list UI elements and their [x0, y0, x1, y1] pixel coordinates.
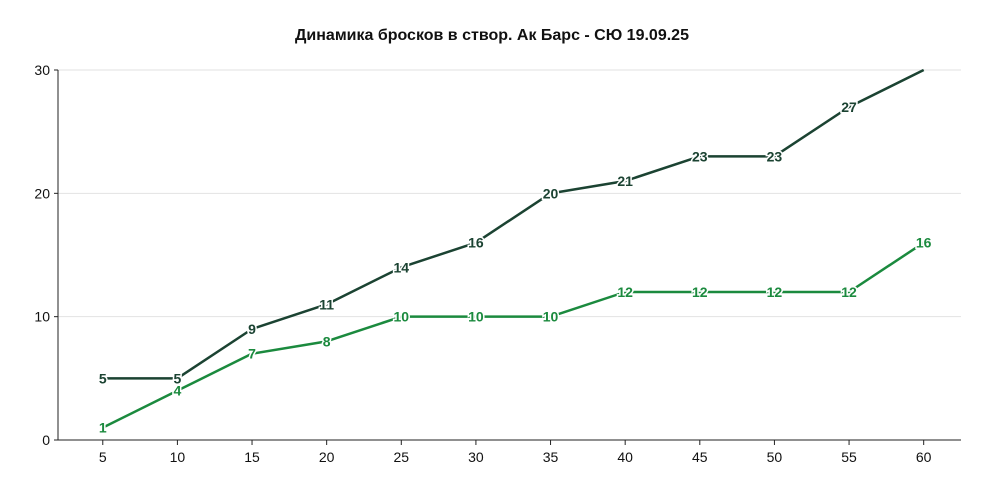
data-label: 16: [916, 235, 932, 251]
data-label: 14: [394, 259, 410, 275]
data-label: 12: [692, 284, 708, 300]
data-label: 7: [248, 346, 256, 362]
data-label: 4: [174, 383, 182, 399]
data-label: 10: [543, 309, 559, 325]
data-label: 27: [841, 99, 857, 115]
series-line-1: [102, 68, 925, 380]
data-label: 5: [174, 370, 182, 386]
xtick-label: 60: [916, 449, 932, 465]
ytick-label: 0: [42, 432, 50, 448]
series-line-2: [102, 241, 925, 429]
ytick-label: 30: [34, 62, 50, 78]
data-label: 10: [394, 309, 410, 325]
xtick-label: 55: [841, 449, 857, 465]
xtick-label: 5: [99, 449, 107, 465]
gridlines: [58, 69, 961, 318]
xtick-label: 15: [244, 449, 260, 465]
xtick-label: 45: [692, 449, 708, 465]
data-label: 20: [543, 185, 559, 201]
ytick-label: 20: [34, 185, 50, 201]
data-label: 12: [841, 284, 857, 300]
data-label: 5: [99, 370, 107, 386]
data-label: 9: [248, 321, 256, 337]
axes: [54, 69, 961, 445]
data-label: 16: [468, 235, 484, 251]
data-label: 12: [617, 284, 633, 300]
xtick-label: 25: [394, 449, 410, 465]
data-label: 10: [468, 309, 484, 325]
xtick-label: 20: [319, 449, 335, 465]
chart-title: Динамика бросков в створ. Ак Барс - СЮ 1…: [295, 27, 689, 44]
data-label: 23: [767, 148, 783, 164]
xtick-label: 40: [617, 449, 633, 465]
data-label: 21: [617, 173, 633, 189]
xtick-label: 35: [543, 449, 559, 465]
data-label: 12: [767, 284, 783, 300]
xtick-label: 30: [468, 449, 484, 465]
data-label: 1: [99, 420, 107, 436]
ytick-label: 10: [34, 309, 50, 325]
data-label: 8: [323, 333, 331, 349]
series-lines: [102, 68, 925, 429]
data-label: 11: [319, 296, 334, 312]
xtick-label: 10: [170, 449, 186, 465]
xtick-label: 50: [767, 449, 783, 465]
data-label: 23: [692, 148, 708, 164]
